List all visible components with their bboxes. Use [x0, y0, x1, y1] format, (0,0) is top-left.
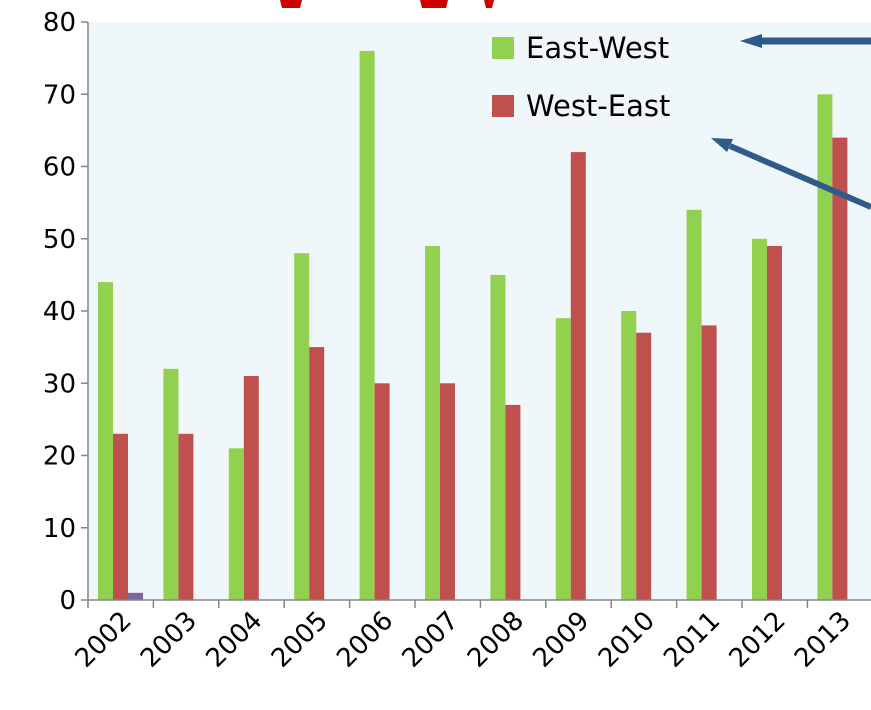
x-tick-label-2008: 2008 [462, 606, 530, 674]
y-tick-label: 60 [43, 153, 76, 183]
arrow-west-east-shaft [728, 143, 871, 210]
bar-series-1-2006 [374, 383, 390, 601]
x-tick-label-2013: 2013 [789, 606, 857, 674]
bar-series-1-2010 [636, 332, 652, 600]
legend-label-east-west: East-West [526, 31, 669, 65]
bar-series-0-2010 [621, 311, 637, 600]
y-tick-label: 0 [59, 586, 76, 616]
y-tick-label: 70 [43, 80, 76, 110]
bar-series-0-2005 [294, 253, 310, 600]
x-axis-tick-labels: 2002200320042005200620072008200920102011… [70, 606, 857, 674]
bar-series-0-2007 [425, 246, 440, 600]
bar-series-0-2003 [163, 368, 179, 600]
y-tick-label: 40 [43, 297, 76, 327]
legend-swatch-west-east [492, 95, 514, 117]
y-tick-label: 20 [43, 442, 76, 472]
bar-series-1-2004 [243, 376, 259, 600]
arrow-west-east-head [711, 138, 733, 152]
x-tick-label-2006: 2006 [331, 606, 399, 674]
legend: East-West West-East [492, 31, 670, 123]
y-tick-label: 80 [43, 8, 76, 38]
y-axis-tick-labels: 0 10 20 30 40 50 60 70 80 [43, 8, 76, 616]
x-tick-label-2011: 2011 [658, 606, 726, 674]
legend-label-west-east: West-East [526, 89, 670, 123]
title-fragment-mark [280, 0, 494, 8]
bar-series-1-2011 [701, 325, 717, 600]
bar-series-1-2003 [178, 433, 194, 600]
bar-series-0-2009 [555, 318, 571, 600]
arrow-east-west-head [740, 34, 762, 48]
x-tick-label-2007: 2007 [397, 606, 465, 674]
bars [98, 50, 848, 601]
plot-area [88, 22, 871, 600]
x-tick-label-2010: 2010 [593, 606, 661, 674]
x-tick-label-2009: 2009 [527, 606, 595, 674]
axes [81, 21, 871, 608]
bar-series-0-2006 [359, 50, 375, 600]
bar-series-1-2005 [309, 347, 325, 600]
x-tick-label-2005: 2005 [266, 606, 334, 674]
bar-series-1-2008 [505, 404, 521, 600]
bar-series-0-2004 [228, 448, 244, 600]
x-tick-label-2002: 2002 [70, 606, 138, 674]
bar-series-0-2013 [817, 94, 833, 601]
y-tick-label: 10 [43, 514, 76, 544]
bar-series-1-2007 [440, 383, 455, 601]
bar-series-0-2008 [490, 274, 506, 600]
bar-series-0-2002 [98, 282, 113, 600]
legend-swatch-east-west [492, 37, 514, 59]
bar-series-1-2009 [570, 152, 586, 600]
callout-arrows [711, 34, 871, 210]
title-fragment [280, 0, 494, 8]
y-tick-label: 30 [43, 369, 76, 399]
bar-series-2-2002 [128, 592, 143, 600]
bar-series-0-2012 [752, 238, 767, 601]
x-tick-label-2004: 2004 [200, 606, 268, 674]
bar-series-0-2011 [686, 209, 702, 601]
bar-series-1-2012 [767, 246, 782, 600]
x-tick-label-2012: 2012 [724, 606, 792, 674]
bar-series-1-2013 [832, 137, 848, 600]
y-tick-label: 50 [43, 225, 76, 255]
bar-series-1-2002 [113, 433, 128, 600]
x-tick-label-2003: 2003 [135, 606, 203, 674]
